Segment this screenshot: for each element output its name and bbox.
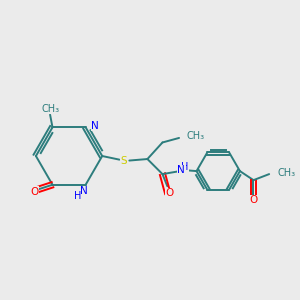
Text: H: H [182, 162, 189, 172]
Text: O: O [165, 188, 173, 198]
Text: N: N [177, 166, 185, 176]
Text: CH₃: CH₃ [278, 168, 296, 178]
Text: CH₃: CH₃ [41, 103, 59, 114]
Text: O: O [30, 187, 38, 197]
Text: H: H [74, 191, 81, 201]
Text: N: N [80, 186, 88, 197]
Text: O: O [249, 195, 258, 205]
Text: S: S [121, 155, 127, 166]
Text: N: N [91, 121, 99, 131]
Text: CH₃: CH₃ [187, 131, 205, 141]
